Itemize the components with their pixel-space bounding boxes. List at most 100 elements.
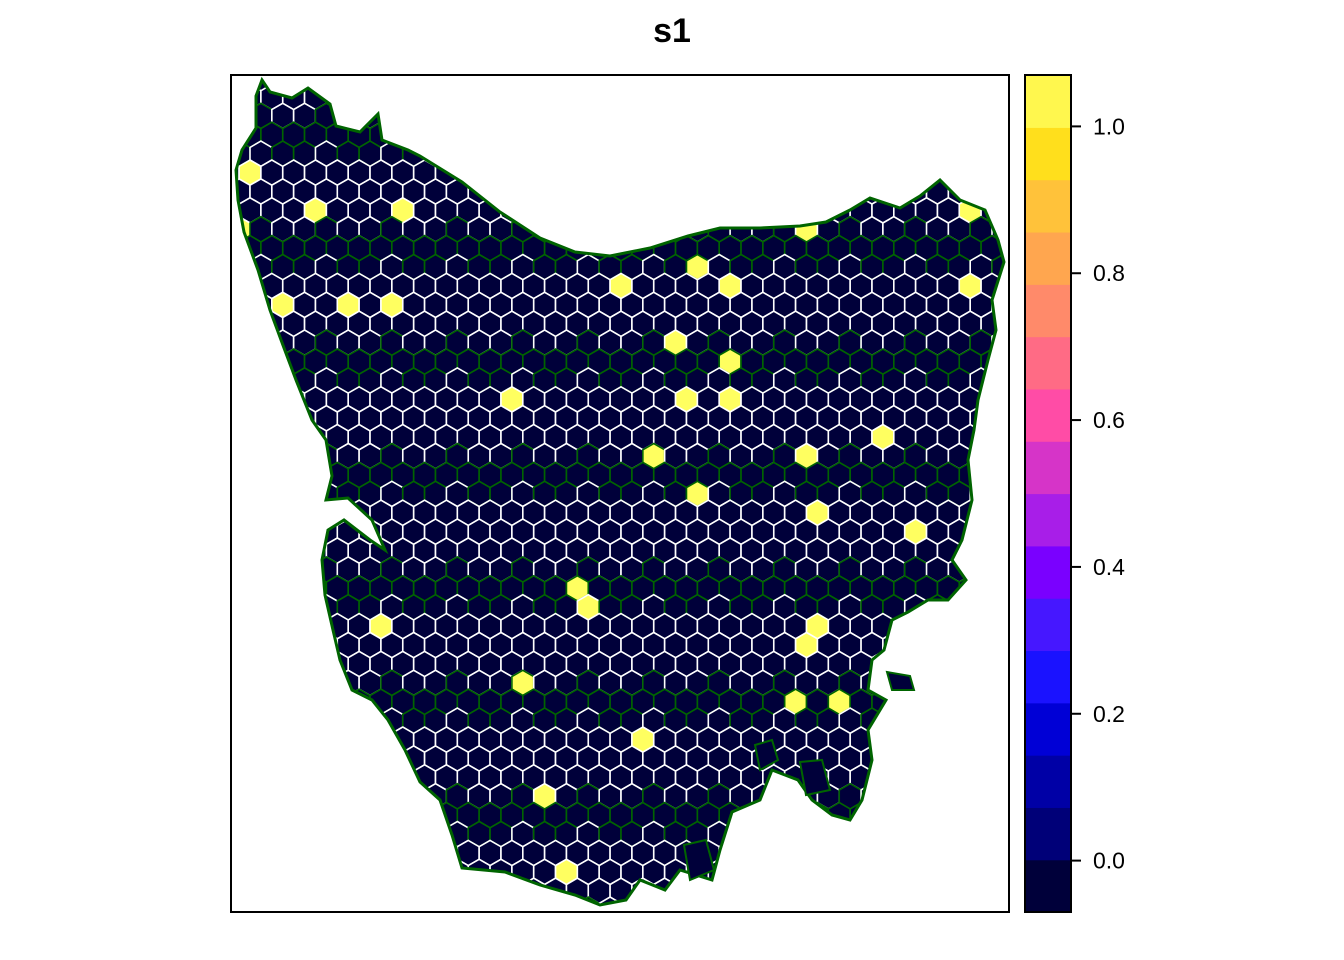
hex-cell — [347, 499, 371, 527]
hex-cell — [783, 839, 808, 867]
hex-cell — [238, 348, 262, 376]
hex-cell — [391, 877, 415, 905]
hex-cell — [249, 707, 273, 735]
hex-cell — [532, 177, 557, 206]
hex-cell — [478, 83, 502, 111]
hex-cell — [434, 83, 459, 111]
hex-cell — [511, 896, 535, 905]
hex-cell — [882, 140, 906, 168]
hex-cell — [292, 480, 317, 508]
hex-cell — [271, 555, 295, 584]
hex-cell — [1002, 726, 1004, 754]
hex-cell — [401, 102, 426, 130]
hex-cell — [281, 688, 306, 716]
hex-cell — [281, 499, 306, 527]
hex-cell — [892, 83, 917, 111]
hex-cell — [718, 877, 742, 905]
hex-cell — [969, 442, 993, 470]
legend-swatch — [1025, 755, 1071, 808]
hex-cell — [249, 669, 273, 697]
hex-cell — [303, 839, 328, 867]
legend-swatch — [1025, 75, 1071, 128]
hex-cell — [871, 83, 895, 111]
hex-cell — [936, 726, 961, 754]
hex-cell — [914, 612, 939, 640]
hex-cell — [358, 707, 382, 735]
hex-cell — [685, 140, 710, 168]
hex-cell — [236, 234, 240, 262]
hex-cell — [236, 461, 240, 489]
hex-cell — [423, 858, 448, 886]
hex-cell — [674, 159, 699, 187]
hex-cell — [740, 877, 764, 905]
hex-cell — [991, 707, 1004, 735]
hex-cell — [249, 480, 273, 508]
hex-cell — [849, 839, 873, 867]
hex-cell — [347, 83, 371, 111]
hex-cell — [762, 196, 786, 224]
hex-cell — [314, 669, 339, 697]
hex-cell — [783, 121, 808, 149]
hex-cell — [434, 121, 459, 149]
hex-cell — [903, 782, 928, 810]
hex-cell — [751, 896, 775, 905]
hex-cell — [532, 140, 557, 168]
hex-cell — [838, 102, 862, 130]
hex-cell — [860, 858, 884, 886]
hex-cell — [271, 593, 295, 621]
legend-swatch — [1025, 231, 1071, 285]
hex-cell — [674, 121, 699, 149]
hex-cell — [314, 707, 339, 735]
hex-cell — [456, 121, 480, 149]
hex-cell — [707, 102, 731, 130]
hex-cell — [991, 518, 1004, 546]
hex-cell — [271, 669, 295, 697]
hex-cell — [249, 366, 273, 395]
islet-3 — [682, 838, 716, 882]
hex-cell — [969, 140, 993, 168]
hex-cell — [281, 877, 306, 905]
hex-cell — [292, 442, 317, 470]
hex-cell — [991, 858, 1004, 886]
hex-cell — [663, 896, 688, 905]
hex-cell — [762, 121, 786, 149]
hex-cell — [412, 121, 437, 149]
hex-cell — [620, 140, 644, 168]
hex-cell — [980, 423, 1004, 451]
hex-cell — [947, 896, 971, 905]
hex-cell — [903, 631, 928, 659]
hex-cell — [598, 177, 622, 206]
hex-cell — [1002, 461, 1004, 489]
hex-cell — [347, 726, 371, 754]
hex-cell — [554, 215, 579, 243]
hex-cell — [849, 121, 873, 149]
hex-cell — [914, 83, 939, 111]
hex-cell — [882, 820, 906, 848]
hex-cell — [914, 801, 939, 829]
hex-cell — [838, 177, 862, 206]
hex-cell — [936, 612, 961, 640]
hex-cell — [325, 801, 350, 829]
hex-cell — [336, 820, 360, 848]
hex-cell — [1002, 310, 1004, 338]
hex-cell — [740, 159, 764, 187]
hex-cell — [238, 537, 262, 565]
hex-cell — [236, 196, 240, 224]
hex-cell — [260, 461, 284, 489]
hex-cell — [729, 102, 753, 130]
hex-cell — [936, 83, 961, 111]
hex-cell — [369, 726, 393, 754]
legend-tick-label: 0.6 — [1093, 407, 1125, 433]
hex-cell — [391, 83, 415, 111]
hex-cell — [260, 650, 284, 678]
hex-cell — [980, 121, 1004, 149]
hex-cell — [958, 763, 982, 791]
hex-cell — [936, 121, 961, 149]
hex-cell — [281, 801, 306, 829]
hex-cell — [292, 669, 317, 697]
hex-cell — [903, 707, 928, 735]
legend-tick-label: 1.0 — [1093, 113, 1125, 139]
hex-cell — [532, 896, 557, 905]
hex-cell — [903, 102, 928, 130]
hex-cell — [260, 423, 284, 451]
